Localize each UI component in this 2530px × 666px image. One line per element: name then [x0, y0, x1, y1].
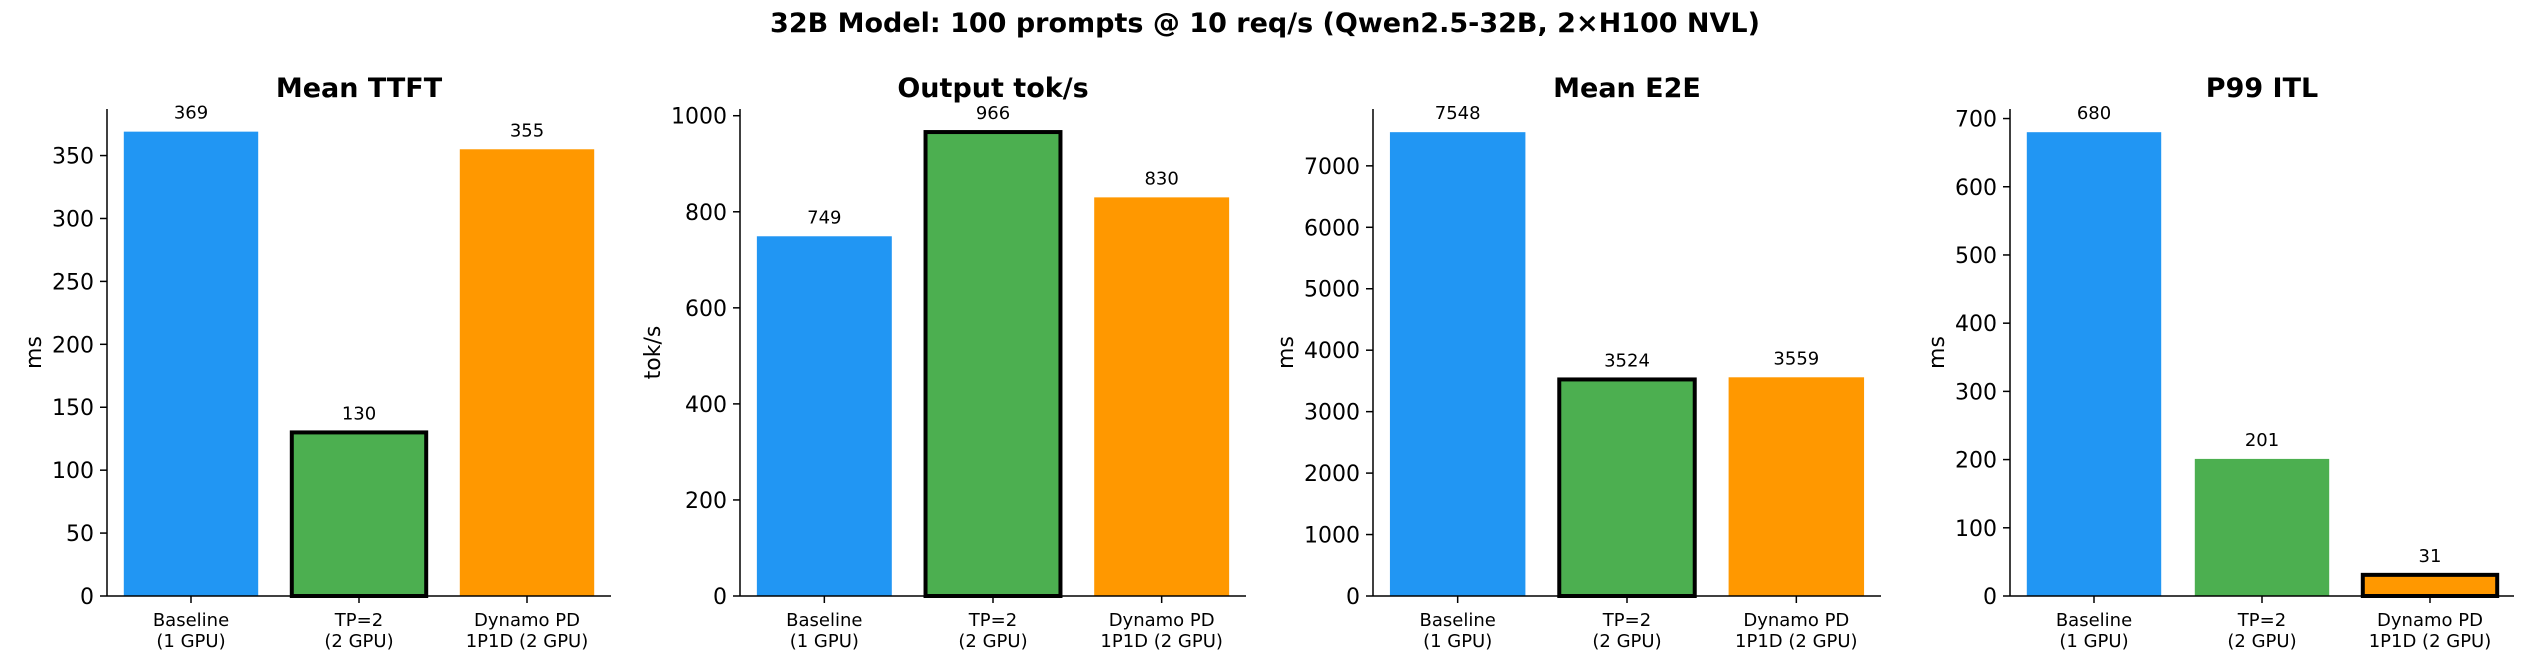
value-label: 7548 — [1435, 103, 1481, 124]
y-tick-label: 700 — [1955, 108, 1997, 133]
y-tick-label: 0 — [1346, 585, 1360, 610]
bar — [1094, 197, 1230, 597]
bar — [1389, 132, 1526, 597]
y-tick-label: 300 — [1955, 380, 1997, 405]
y-tick-label: 50 — [66, 522, 94, 547]
y-tick-label: 100 — [1955, 517, 1997, 542]
category-label: Baseline (1 GPU) — [153, 610, 229, 652]
y-axis-label: tok/s — [641, 326, 666, 380]
bar — [1728, 377, 1865, 596]
chart-title: Output tok/s — [897, 73, 1088, 104]
y-tick-label: 350 — [52, 145, 94, 170]
y-axis-label: ms — [22, 336, 47, 369]
category-label: Baseline (1 GPU) — [1420, 610, 1496, 652]
y-tick-label: 800 — [685, 201, 727, 226]
y-axis-label: ms — [1274, 336, 1299, 369]
value-label: 355 — [510, 120, 544, 141]
y-tick-label: 400 — [1955, 312, 1997, 337]
category-label: TP=2 (2 GPU) — [958, 610, 1027, 652]
chart-title: Mean TTFT — [276, 73, 443, 104]
y-tick-label: 200 — [1955, 449, 1997, 474]
y-tick-label: 2000 — [1304, 462, 1360, 487]
value-label: 680 — [2077, 103, 2111, 124]
y-tick-label: 400 — [685, 393, 727, 418]
y-tick-label: 300 — [52, 207, 94, 232]
chart-title: P99 ITL — [2206, 73, 2318, 104]
y-tick-label: 250 — [52, 270, 94, 295]
y-tick-label: 0 — [80, 585, 94, 610]
y-tick-label: 5000 — [1304, 278, 1360, 303]
chart-3: Mean E2E 7548 Baseline (1 GPU) 3524 TP=2 (2 GP… — [1274, 73, 1881, 652]
value-label: 749 — [807, 207, 841, 228]
value-label: 966 — [976, 103, 1010, 124]
bar — [289, 430, 429, 598]
bar — [123, 131, 259, 596]
value-label: 369 — [174, 103, 208, 124]
y-tick-label: 200 — [685, 489, 727, 514]
chart-2: Output tok/s 749 Baseline (1 GPU) 966 TP=2 (2 … — [641, 73, 1246, 652]
y-tick-label: 600 — [685, 297, 727, 322]
category-label: Dynamo PD 1P1D (2 GPU) — [2369, 610, 2492, 652]
value-label: 3524 — [1604, 350, 1650, 371]
y-tick-label: 1000 — [671, 105, 727, 130]
bar — [2360, 572, 2500, 598]
chart-4: P99 ITL 680 Baseline (1 GPU) 201 TP=2 (2 GPU) 3… — [1925, 73, 2514, 652]
chart-1: Mean TTFT 369 Baseline (1 GPU) 130 TP=2 (2 GPU… — [22, 73, 611, 652]
figure-title: 32B Model: 100 prompts @ 10 req/s (Qwen2… — [770, 8, 1760, 39]
y-tick-label: 6000 — [1304, 216, 1360, 241]
category-label: Baseline (1 GPU) — [2056, 610, 2132, 652]
bar — [923, 130, 1063, 598]
y-tick-label: 600 — [1955, 176, 1997, 201]
y-tick-label: 100 — [52, 459, 94, 484]
chart-title: Mean E2E — [1553, 73, 1701, 104]
value-label: 201 — [2245, 430, 2279, 451]
category-label: TP=2 (2 GPU) — [1592, 610, 1661, 652]
value-label: 830 — [1144, 168, 1178, 189]
y-tick-label: 150 — [52, 396, 94, 421]
category-label: Baseline (1 GPU) — [786, 610, 862, 652]
bar — [2194, 458, 2330, 596]
category-label: TP=2 (2 GPU) — [2227, 610, 2296, 652]
bar — [756, 236, 892, 596]
category-label: Dynamo PD 1P1D (2 GPU) — [1735, 610, 1858, 652]
bar — [459, 149, 595, 596]
value-label: 31 — [2419, 546, 2442, 567]
value-label: 130 — [342, 403, 376, 424]
y-tick-label: 200 — [52, 333, 94, 358]
y-tick-label: 0 — [1983, 585, 1997, 610]
bar — [1557, 377, 1697, 599]
y-tick-label: 0 — [713, 585, 727, 610]
y-tick-label: 500 — [1955, 244, 1997, 269]
value-label: 3559 — [1773, 348, 1819, 369]
category-label: Dynamo PD 1P1D (2 GPU) — [1100, 610, 1223, 652]
category-label: TP=2 (2 GPU) — [324, 610, 393, 652]
y-axis-label: ms — [1925, 336, 1950, 369]
y-tick-label: 3000 — [1304, 401, 1360, 426]
category-label: Dynamo PD 1P1D (2 GPU) — [466, 610, 589, 652]
bar — [2026, 132, 2162, 596]
y-tick-label: 4000 — [1304, 339, 1360, 364]
y-tick-label: 1000 — [1304, 524, 1360, 549]
y-tick-label: 7000 — [1304, 155, 1360, 180]
